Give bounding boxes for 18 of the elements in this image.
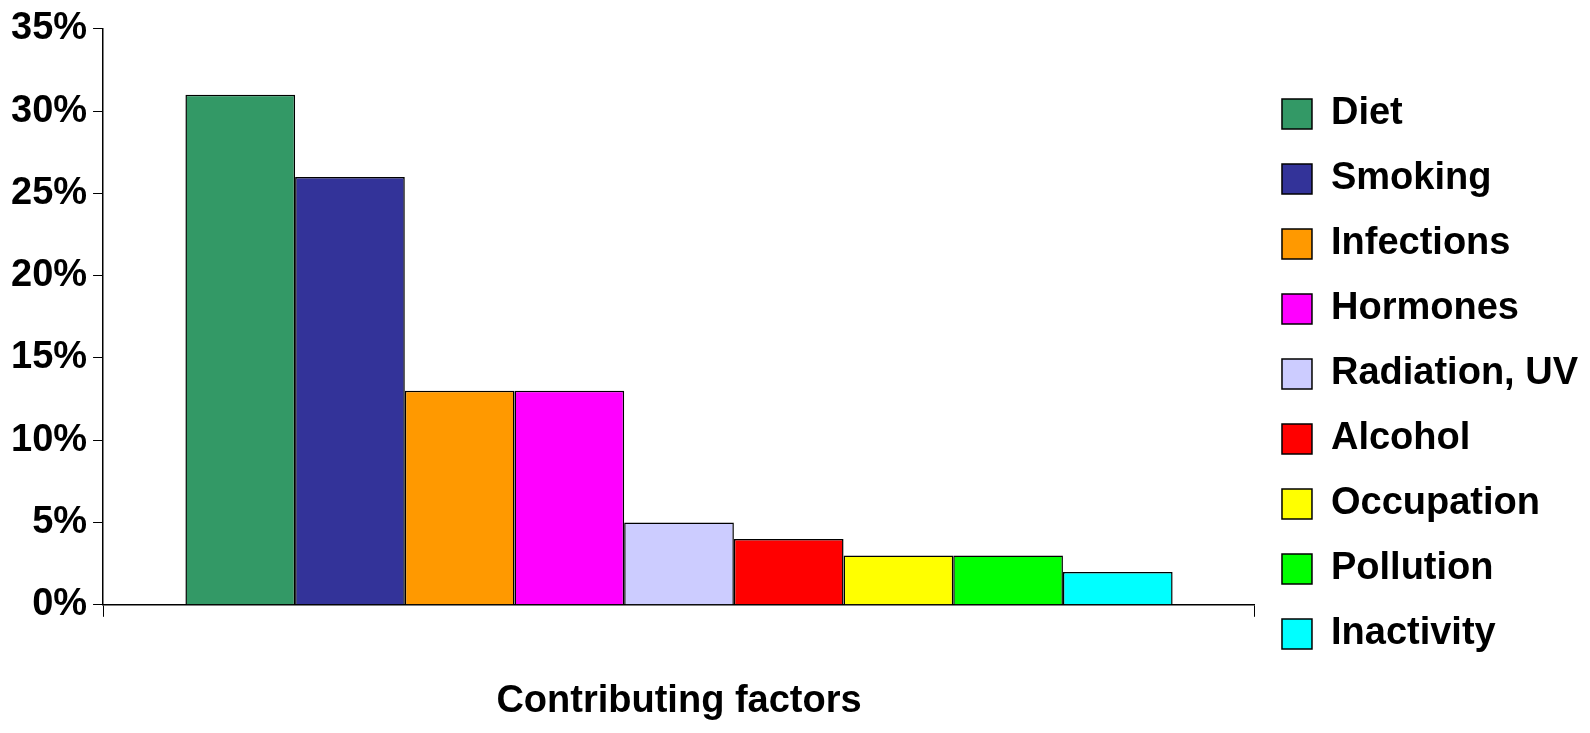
y-tick-label: 5% xyxy=(32,499,88,541)
y-tick-label: 10% xyxy=(10,416,88,459)
legend-label: Inactivity xyxy=(1330,610,1496,653)
x-axis-title: Contributing factors xyxy=(496,677,862,720)
legend-label: Occupation xyxy=(1330,480,1541,523)
y-tick-label: 0% xyxy=(32,581,88,624)
legend-label: Diet xyxy=(1330,90,1404,133)
y-tick-label: 25% xyxy=(10,169,88,212)
legend-label: Infections xyxy=(1330,220,1511,263)
legend-label: Smoking xyxy=(1330,155,1492,198)
legend-label: Alcohol xyxy=(1330,415,1471,458)
legend-label: Radiation, UV xyxy=(1330,350,1579,393)
y-tick-label: 35% xyxy=(10,5,88,48)
y-tick-label: 20% xyxy=(10,252,88,295)
y-tick-label: 30% xyxy=(10,87,88,130)
legend-label: Hormones xyxy=(1330,285,1519,328)
y-tick-label: 15% xyxy=(10,334,88,377)
legend-label: Pollution xyxy=(1330,545,1494,588)
